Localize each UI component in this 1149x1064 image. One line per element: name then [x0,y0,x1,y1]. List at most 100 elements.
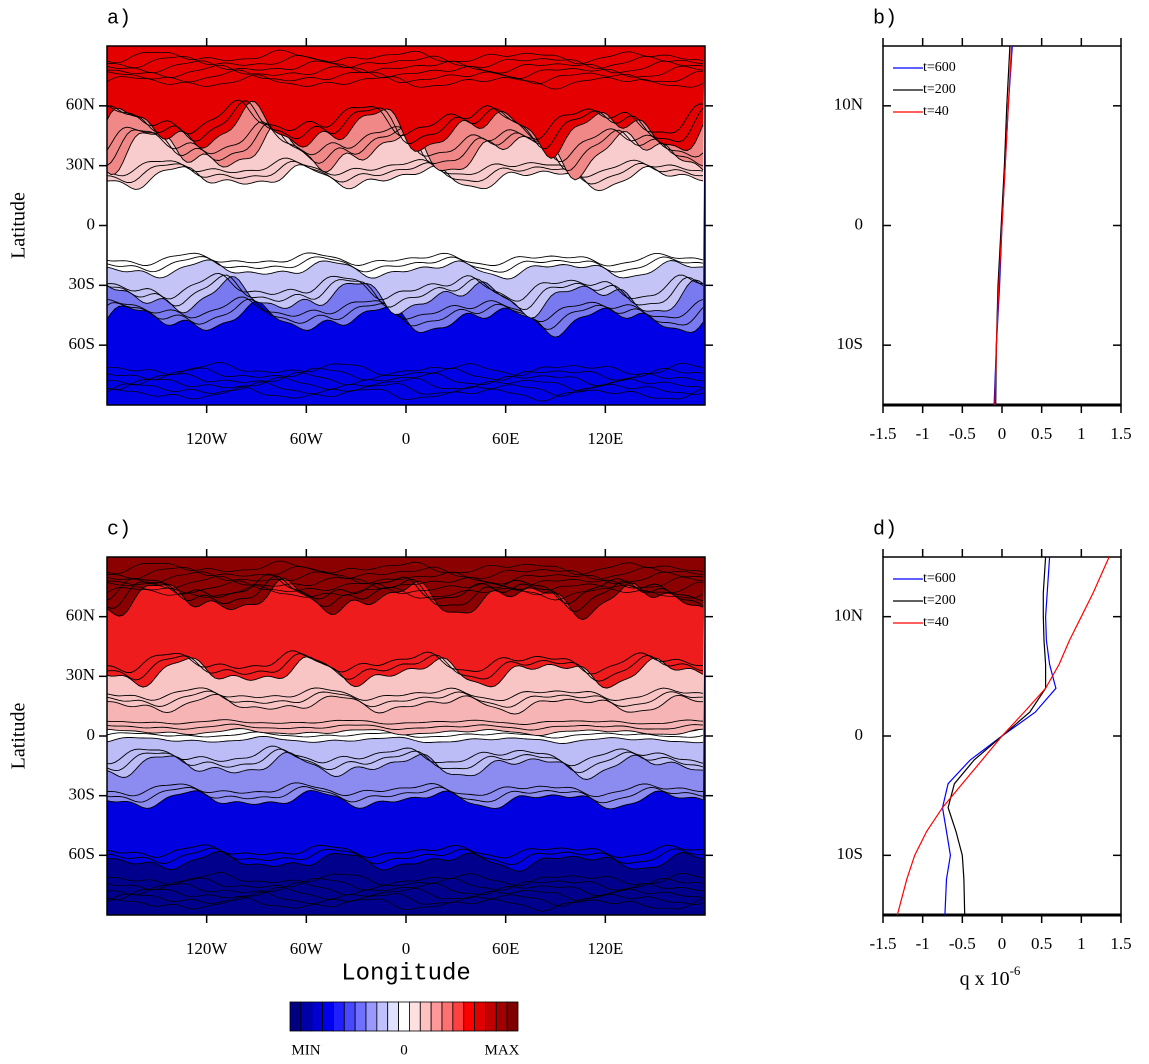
x-tick-label: 120W [186,939,229,958]
y-tick-label: 30N [66,155,95,174]
colorbar-label: MAX [484,1042,519,1058]
y-tick-label: 60N [66,95,95,114]
contour-line [107,272,704,302]
x-tick-label: 0 [998,934,1007,953]
y-tick-label: 10S [837,844,863,863]
contour-line [107,650,703,675]
contour-line [107,748,704,774]
contour-line [107,687,704,702]
contour-line [107,100,704,150]
contour-line [107,575,704,613]
contour-line [107,164,704,192]
legend-label: t=200 [923,82,956,97]
x-tick-label: 120W [186,429,229,448]
contour-line [107,735,704,744]
y-tick-label: 0 [855,725,864,744]
contour-line [107,301,704,338]
contour-line [107,728,704,737]
contour-line [107,99,704,140]
legend-label: t=40 [923,104,949,119]
x-tick-label: -1 [916,934,930,953]
contour-line [107,896,704,912]
x-tick-label: 1.5 [1110,424,1131,443]
legend-label: t=600 [923,571,956,586]
colorbar-cell [485,1001,497,1032]
x-tick-label: -0.5 [949,934,976,953]
x-tick-label: 1 [1077,424,1086,443]
y-tick-label: 10S [837,334,863,353]
colorbar-cell [506,1001,519,1032]
contour-line [107,786,704,804]
x-tick-label: 0 [402,429,411,448]
x-tick-label: 120E [587,429,623,448]
contour-line [107,891,704,907]
legend-label: t=40 [923,615,949,630]
x-tick-label: -1.5 [870,424,897,443]
contour-line [107,653,704,682]
colorbar-cell [495,1001,508,1032]
colorbar-cell [409,1001,421,1032]
contour-line [107,296,704,322]
contour-line [107,745,704,767]
contour-line [107,386,704,402]
contour-line [107,49,704,65]
contour-line [107,585,704,601]
panel-label: a) [107,7,131,30]
y-tick-label: 60S [69,334,95,353]
contour-line [107,276,704,319]
colorbar-cell [365,1001,378,1032]
colorbar-cell [343,1001,356,1032]
x-tick-label: -1.5 [870,934,897,953]
contour-line [107,782,704,798]
x-tick-label: 1 [1077,934,1086,953]
y-axis-label: Latitude [8,192,30,259]
contour-line [107,367,704,381]
series-line [995,45,1011,406]
colorbar-cell [354,1001,367,1032]
colorbar-cell [463,1001,475,1032]
contour-line [107,872,704,887]
x-axis-label-exponent: -6 [1010,963,1021,978]
colorbar-cell [452,1001,465,1032]
colorbar-cell [300,1001,313,1032]
colorbar-cell [441,1001,454,1032]
x-tick-label: 120E [587,939,623,958]
colorbar-cell [474,1001,486,1032]
colorbar-cell [289,1001,302,1032]
colorbar-label: 0 [400,1042,408,1058]
x-tick-label: 60E [492,939,519,958]
colorbar-label: MIN [291,1042,320,1058]
x-tick-label: 1.5 [1110,934,1131,953]
contour-line [107,60,704,74]
x-tick-label: 0 [402,939,411,958]
y-tick-label: 60N [66,606,95,625]
y-tick-label: 0 [87,214,96,233]
colorbar-cell [311,1001,323,1032]
contour-line [107,751,704,780]
contour-line [107,157,704,178]
contour-line [107,656,704,689]
contour-line [107,693,703,715]
colorbar-cell [430,1001,443,1032]
colorbar-cell [398,1001,410,1032]
contour-line [107,252,704,267]
map-field [107,46,705,405]
y-tick-label: 60S [69,844,95,863]
x-tick-label: 0.5 [1031,934,1052,953]
x-tick-label: -1 [916,424,930,443]
x-tick-label: 60W [290,939,324,958]
colorbar-cell [376,1001,389,1032]
contour-line [107,274,704,311]
contour-line [107,577,704,620]
x-tick-label: 60E [492,429,519,448]
y-tick-label: 30S [69,274,95,293]
series-line [941,556,1057,916]
contour-line [107,100,704,159]
colorbar-cell [322,1001,334,1032]
contour-line [107,566,704,580]
y-tick-label: 10N [834,606,863,625]
contour-line [107,362,704,377]
map-field [107,557,705,915]
y-tick-label: 30N [66,665,95,684]
